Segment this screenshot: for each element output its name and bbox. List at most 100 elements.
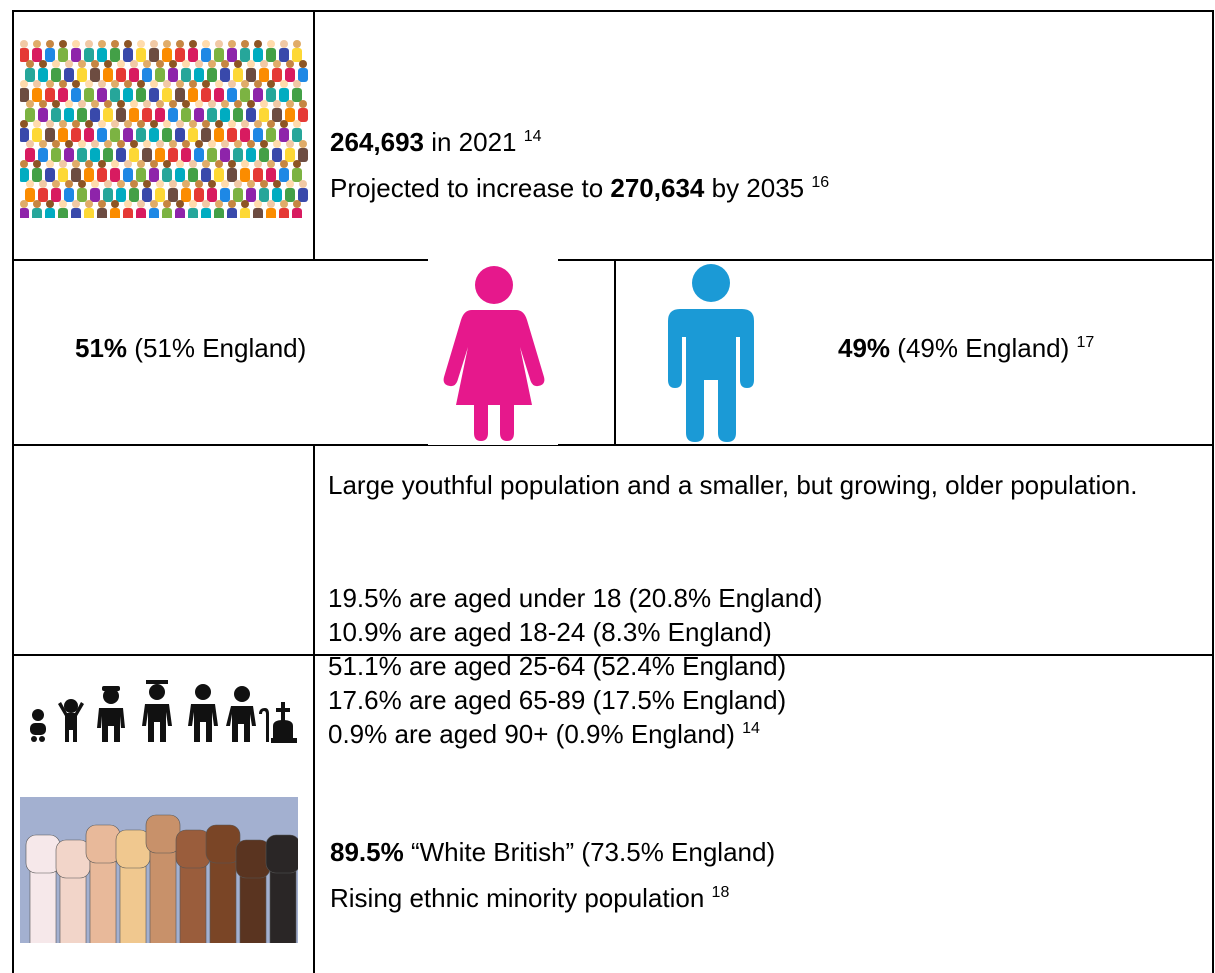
figure [46,200,54,208]
figure [98,200,106,208]
figure [90,188,100,202]
figure [285,108,295,122]
figure [58,128,68,142]
figure [116,148,126,162]
figure [234,140,242,148]
figure [84,128,94,142]
border [313,444,315,973]
figure [181,188,191,202]
figure [150,200,158,208]
figure [39,140,47,148]
figure [71,168,81,182]
figure [98,120,106,128]
figure [116,188,126,202]
figure [111,40,119,48]
figure [85,200,93,208]
figure [85,160,93,168]
figure [169,140,177,148]
figure [124,80,132,88]
figure [292,48,302,62]
figure [162,48,172,62]
figure [195,140,203,148]
figure [32,208,42,218]
figure [247,180,255,188]
figure [201,208,211,218]
figure [202,80,210,88]
figure [124,40,132,48]
figure [38,108,48,122]
text: 0.9% are aged 90+ (0.9% England) [328,719,735,749]
text: (49% England) [897,333,1070,363]
figure [181,108,191,122]
figure [117,140,125,148]
age-group: 10.9% are aged 18-24 (8.3% England) [328,615,822,649]
figure [241,40,249,48]
arm [209,854,237,943]
arm [149,844,177,943]
fist [205,824,241,864]
figure [188,88,198,102]
figure [25,148,35,162]
border [12,444,1214,446]
figure [221,140,229,148]
text: in 2021 [431,127,517,157]
figure [208,140,216,148]
age-icons [30,680,297,743]
population-projection: Projected to increase to 270,634 by 2035… [330,171,829,205]
figure [156,60,164,68]
figure [163,80,171,88]
figure [267,120,275,128]
figure [90,108,100,122]
figure [280,200,288,208]
figure [254,160,262,168]
figure [292,128,302,142]
figure [32,128,42,142]
figure [97,208,107,218]
figure [71,128,81,142]
figure [292,208,302,218]
figure [202,200,210,208]
figure [259,108,269,122]
figure [293,80,301,88]
figure [272,108,282,122]
figure [98,40,106,48]
female-share: 51% (51% England) [75,331,306,365]
figure [64,188,74,202]
figure [20,160,28,168]
figure [124,160,132,168]
ethnicity-note: Rising ethnic minority population 18 [330,881,729,915]
value: 51% [75,333,128,363]
figure [84,208,94,218]
figure [163,40,171,48]
figure [91,180,99,188]
figure [65,100,73,108]
figure [253,208,263,218]
figure [267,40,275,48]
ref: 14 [523,128,542,145]
figure [273,60,281,68]
figure [241,200,249,208]
figure [84,48,94,62]
value: 49% [838,333,891,363]
figure [143,180,151,188]
figure [71,48,81,62]
figure [20,168,29,182]
figure [64,108,74,122]
figure [259,188,269,202]
figure [259,148,269,162]
border [313,10,315,260]
figure [175,168,185,182]
figure [260,140,268,148]
arm [119,859,147,943]
figure [45,128,55,142]
figure [286,60,294,68]
figure [20,120,28,128]
figure [124,120,132,128]
figure [227,128,237,142]
figure [25,68,35,82]
figure [194,68,204,82]
figure [202,40,210,48]
figure [234,100,242,108]
ref: 16 [811,174,830,191]
figure [266,168,276,182]
